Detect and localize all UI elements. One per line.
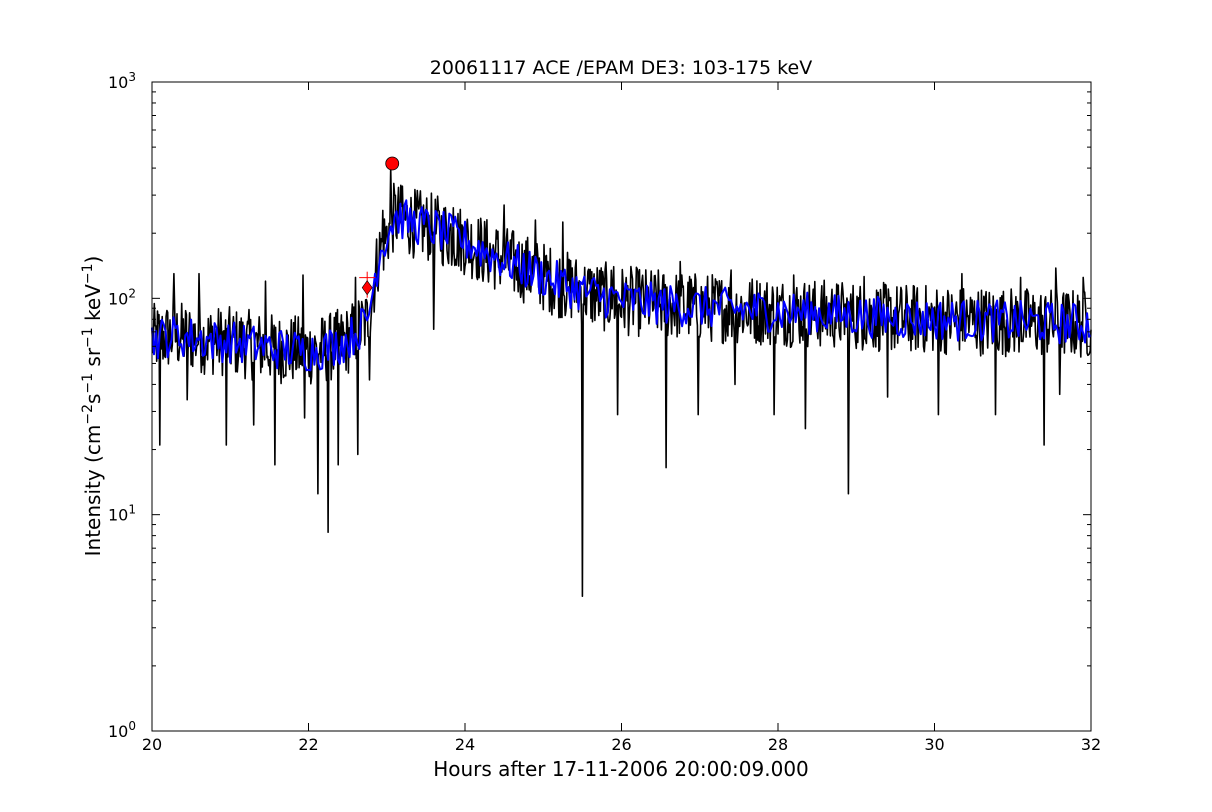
x-tick-label: 20 [142, 735, 162, 754]
y-tick-label: 100 [108, 719, 136, 741]
x-tick-label: 30 [924, 735, 944, 754]
x-axis-label: Hours after 17-11-2006 20:00:09.000 [433, 757, 809, 781]
onset-diamond-marker [361, 280, 373, 296]
series-line-smoothed [151, 199, 1092, 372]
chart-title: 20061117 ACE /EPAM DE3: 103-175 keV [430, 57, 812, 79]
y-tick-label: 103 [108, 70, 136, 92]
x-tick-label: 26 [611, 735, 631, 754]
tick-layer [151, 81, 1092, 732]
y-tick-label: 101 [108, 503, 136, 525]
peak-circle-marker [385, 156, 400, 171]
y-axis-label: Intensity (cm−2s−1 sr−1 keV−1) [80, 256, 105, 557]
series-line-raw [151, 167, 1092, 598]
x-tick-label: 28 [768, 735, 788, 754]
label-layer: 20 22 24 26 28 30 32 100 101 102 103 [108, 70, 1101, 754]
x-tick-label: 22 [298, 735, 318, 754]
y-tick-label: 102 [108, 286, 136, 308]
series-layer [151, 167, 1092, 598]
marker-layer [359, 156, 400, 298]
x-tick-label: 24 [455, 735, 475, 754]
x-tick-label: 32 [1081, 735, 1101, 754]
